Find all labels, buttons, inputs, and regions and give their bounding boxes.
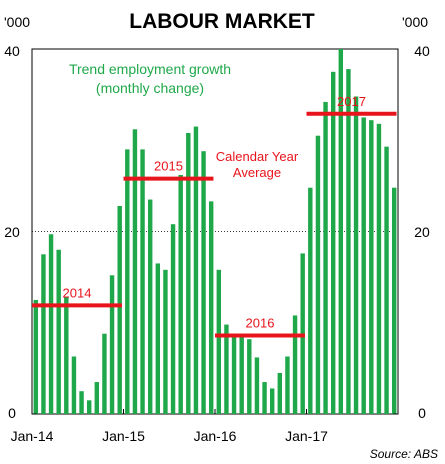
bar-aug-17 [361,117,366,414]
bar-oct-15 [193,126,199,414]
bar-jul-15 [170,224,176,414]
bar-jan-15 [125,149,130,415]
bar-dec-17 [391,187,397,414]
source-note: Source: ABS [370,447,438,461]
bar-sep-15 [186,132,191,414]
y-tick-left-0: 0 [8,405,16,421]
legend-green-line1: Trend employment growth [69,61,231,77]
bar-apr-17 [330,71,336,414]
bar-dec-14 [117,205,122,414]
bar-sep-16 [277,372,283,414]
bar-apr-16 [239,333,244,414]
bar-feb-17 [315,135,321,414]
y-unit-right: '000 [402,14,428,30]
x-tick-label-jan-16: Jan-16 [194,428,237,444]
y-tick-right-20: 20 [414,224,430,240]
bar-nov-17 [384,146,389,414]
bar-jun-17 [346,69,351,414]
bar-mar-17 [323,101,328,415]
x-tick-labels-group: Jan-14 Jan-15 Jan-16 Jan-17 [11,428,329,444]
chart-title: LABOUR MARKET [129,10,315,33]
legend-red-line1: Calendar Year [216,149,299,164]
average-label-2016: 2016 [246,316,275,331]
bar-aug-14 [86,400,92,414]
x-tick-label-jan-17: Jan-17 [285,428,328,444]
y-tick-left-20: 20 [4,224,20,240]
bar-jul-16 [262,382,267,414]
bar-oct-16 [285,356,290,414]
bar-feb-15 [132,129,138,415]
ticks-group [31,48,398,415]
bar-sep-17 [369,120,374,415]
y-tick-left-40: 40 [4,43,20,59]
bar-oct-17 [376,123,382,414]
bar-jul-14 [79,391,84,414]
bar-aug-15 [178,174,183,414]
bar-mar-15 [140,149,145,415]
average-label-2017: 2017 [337,94,366,109]
bar-sep-14 [94,382,100,414]
bar-jun-15 [163,269,168,414]
average-label-2014: 2014 [63,285,92,300]
bar-jan-17 [308,187,313,414]
x-tick-label-jan-15: Jan-15 [102,428,145,444]
bar-apr-15 [147,199,153,414]
x-tick-label-jan-14: Jan-14 [11,428,54,444]
average-label-2015: 2015 [154,159,183,174]
bar-may-16 [247,339,252,414]
bar-nov-14 [109,275,115,414]
bar-dec-15 [208,201,214,414]
bar-feb-16 [224,324,229,414]
bar-mar-16 [231,336,237,414]
legend-green-line2: (monthly change) [96,80,204,96]
bar-may-14 [64,297,69,414]
bar-may-15 [155,263,161,414]
y-tick-right-40: 40 [414,43,430,59]
bar-feb-14 [41,254,46,414]
y-tick-right-0: 0 [418,405,426,421]
bar-jan-16 [216,269,222,414]
bar-oct-14 [102,333,107,414]
bar-nov-15 [201,151,206,414]
bar-aug-16 [269,388,275,414]
bar-may-17 [338,49,344,414]
bar-jun-16 [254,357,260,414]
bar-jun-14 [71,356,77,414]
y-unit-left: '000 [4,14,30,30]
bar-apr-14 [56,249,61,414]
bar-jan-14 [33,299,39,414]
average-lines-group: 2014 2015 2016 2017 [32,94,397,338]
bar-nov-16 [292,315,298,414]
bar-mar-14 [48,234,54,414]
bar-jul-17 [353,96,359,414]
legend-red-line2: Average [233,165,281,180]
